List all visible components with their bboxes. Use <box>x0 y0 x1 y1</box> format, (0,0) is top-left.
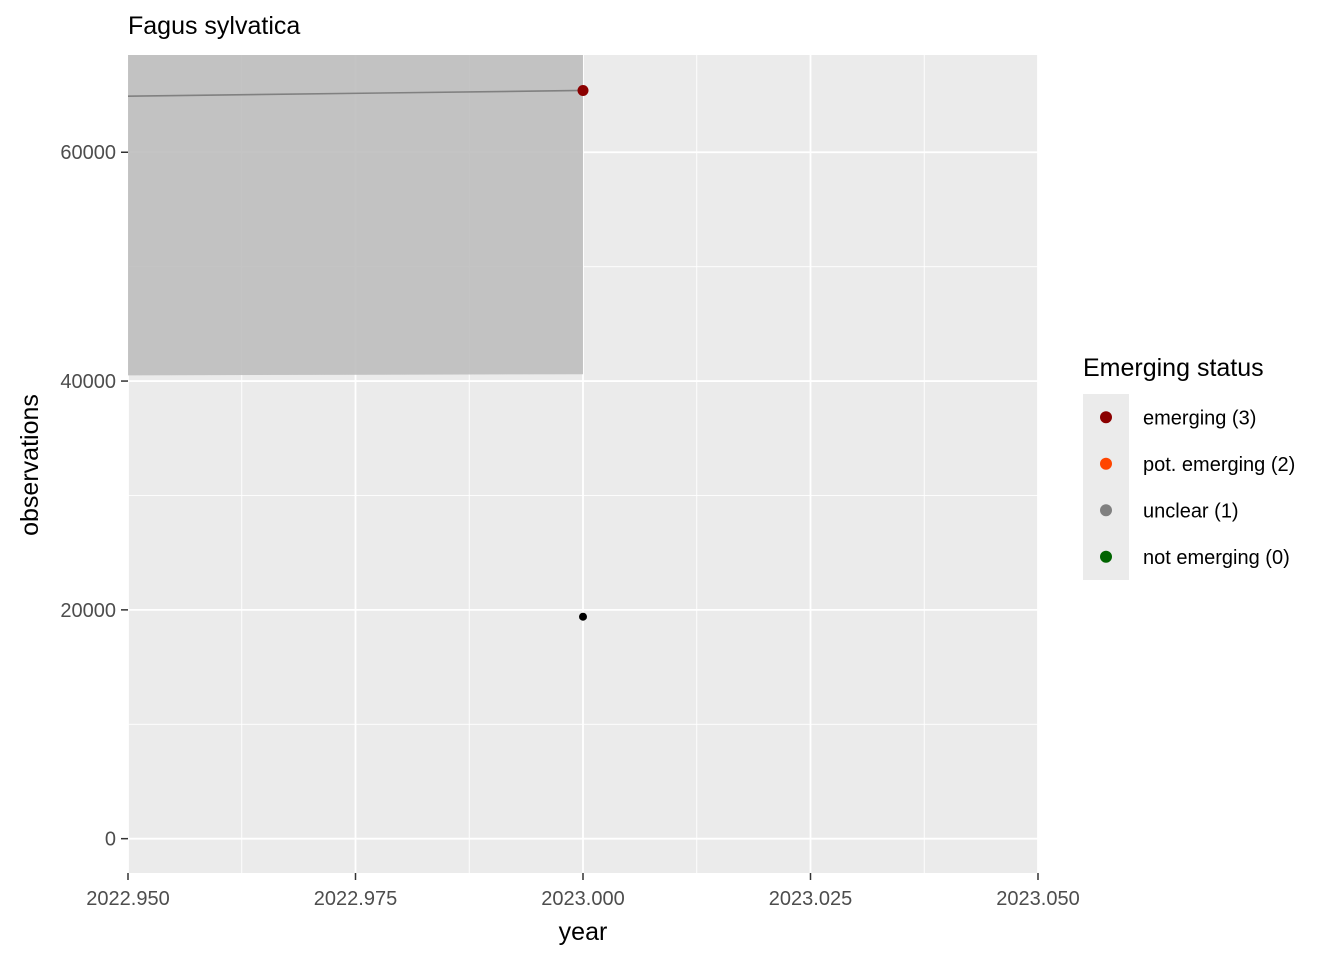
axes: 2022.950 2022.975 2023.000 2023.025 2023.050… <box>60 142 1079 910</box>
x-tick-label: 2022.975 <box>314 888 397 910</box>
y-tick-label: 0 <box>105 829 116 851</box>
legend-key-4 <box>1100 550 1112 563</box>
chart-title: Fagus sylvatica <box>128 12 300 40</box>
legend-key-3 <box>1100 504 1112 517</box>
data-point-1 <box>577 84 589 96</box>
x-tick-label: 2023.025 <box>769 888 852 910</box>
legend-key-1 <box>1100 411 1112 424</box>
legend-label-1: emerging (3) <box>1143 407 1256 429</box>
y-tick-label: 20000 <box>60 600 116 622</box>
confidence-ribbon <box>128 55 583 376</box>
x-tick-label: 2023.000 <box>541 888 624 910</box>
x-tick-label: 2022.950 <box>86 888 169 910</box>
y-tick-label: 40000 <box>60 371 116 393</box>
x-tick-label: 2023.050 <box>996 888 1079 910</box>
data-point-2 <box>579 612 587 621</box>
legend-label-4: not emerging (0) <box>1143 547 1290 569</box>
legend-key-background <box>1083 394 1129 580</box>
plot-panel <box>127 55 1039 873</box>
x-axis-title: year <box>559 918 608 946</box>
legend-key-2 <box>1100 457 1112 470</box>
legend-label-2: pot. emerging (2) <box>1143 454 1295 476</box>
y-tick-label: 60000 <box>60 142 116 164</box>
legend-title: Emerging status <box>1083 354 1264 382</box>
y-axis-title: observations <box>16 394 44 536</box>
legend-label-3: unclear (1) <box>1143 500 1239 522</box>
trend-line <box>127 89 584 97</box>
legend: emerging (3) pot. emerging (2) unclear (1)… <box>1083 394 1295 580</box>
